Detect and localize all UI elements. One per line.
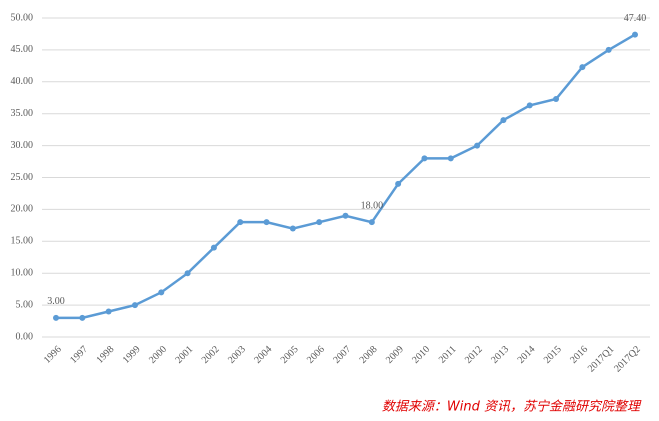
data-point — [579, 64, 586, 71]
x-tick-label: 2001 — [173, 344, 195, 366]
y-tick-label: 20.00 — [11, 204, 34, 215]
data-point — [632, 31, 638, 38]
y-tick-label: 40.00 — [11, 76, 34, 87]
data-point — [526, 102, 533, 109]
x-tick-label: 2000 — [147, 344, 169, 366]
data-point — [553, 96, 560, 103]
value-label: 18.00 — [361, 200, 384, 211]
data-point — [158, 289, 165, 296]
data-point — [605, 46, 612, 53]
data-point — [105, 308, 112, 315]
source-note: 数据来源：Wind 资讯，苏宁金融研究院整理 — [382, 399, 642, 415]
y-tick-label: 5.00 — [16, 299, 34, 310]
data-point — [263, 219, 270, 226]
x-tick-label: 2002 — [200, 344, 222, 366]
x-tick-label: 2011 — [437, 344, 459, 366]
x-tick-label: 2003 — [226, 344, 248, 366]
y-tick-label: 15.00 — [11, 236, 34, 247]
x-tick-label: 2005 — [279, 344, 301, 366]
data-point — [368, 219, 375, 226]
y-tick-label: 30.00 — [11, 140, 34, 151]
x-tick-label: 1999 — [121, 344, 143, 366]
x-tick-label: 2007 — [331, 344, 353, 366]
y-tick-label: 35.00 — [11, 108, 34, 119]
data-point — [79, 314, 86, 321]
data-point — [474, 142, 481, 149]
data-point — [210, 244, 217, 251]
value-label: 47.40 — [624, 13, 647, 24]
x-tick-label: 2008 — [358, 344, 380, 366]
data-point — [237, 219, 244, 226]
value-label: 3.00 — [47, 296, 65, 307]
x-tick-label: 2014 — [516, 344, 538, 366]
data-point — [342, 212, 349, 219]
data-point — [289, 225, 296, 232]
x-tick-label: 2015 — [542, 344, 564, 366]
y-tick-label: 0.00 — [16, 331, 34, 342]
x-tick-label: 1998 — [94, 344, 116, 366]
y-tick-label: 45.00 — [11, 44, 34, 55]
x-tick-label: 1997 — [68, 344, 90, 366]
y-tick-label: 25.00 — [11, 172, 34, 183]
data-point — [395, 180, 402, 187]
data-point — [316, 219, 323, 226]
data-point — [447, 155, 454, 162]
x-tick-label: 2016 — [568, 344, 590, 366]
y-tick-label: 50.00 — [11, 12, 34, 23]
x-tick-label: 2013 — [489, 344, 511, 366]
x-tick-label: 2004 — [252, 344, 274, 366]
data-line — [56, 33, 636, 320]
data-point — [421, 155, 428, 162]
y-tick-label: 10.00 — [11, 267, 34, 278]
data-point — [500, 117, 507, 124]
data-point — [184, 270, 191, 277]
data-point — [53, 314, 59, 321]
data-point — [131, 302, 138, 309]
x-tick-label: 2006 — [305, 344, 327, 366]
x-tick-label: 2017Q1 — [586, 344, 617, 375]
x-tick-label: 2017Q2 — [612, 344, 643, 375]
x-tick-label: 2012 — [463, 344, 485, 366]
x-tick-label: 1996 — [42, 344, 64, 366]
x-tick-label: 2009 — [384, 344, 406, 366]
x-tick-label: 2010 — [410, 344, 432, 366]
